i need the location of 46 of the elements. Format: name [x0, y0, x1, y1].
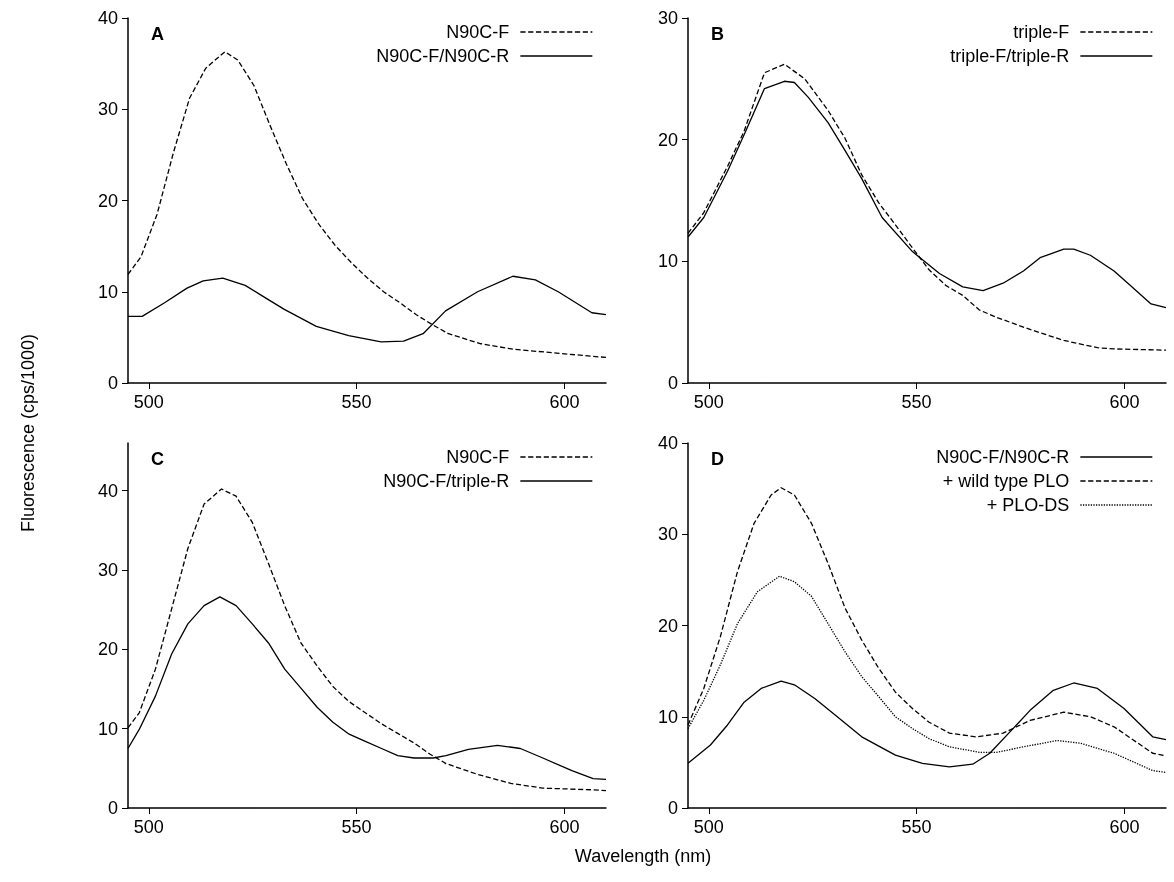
- y-tick-label: 0: [107, 373, 118, 393]
- y-axis-title: Fluorescence (cps/1000): [18, 333, 39, 533]
- y-tick-label: 40: [657, 433, 678, 453]
- x-tick-label: 500: [133, 817, 164, 837]
- legend-label: N90C-F/N90C-R: [936, 447, 1070, 467]
- x-tick-label: 600: [549, 392, 580, 412]
- y-tick-label: 30: [657, 8, 678, 28]
- x-tick-label: 600: [1109, 392, 1140, 412]
- x-tick-label: 550: [901, 392, 932, 412]
- x-axis-title: Wavelength (nm): [574, 846, 712, 867]
- y-tick-label: 20: [657, 129, 678, 150]
- legend-label: N90C-F/N90C-R: [376, 46, 510, 66]
- y-tick-label: 0: [667, 373, 678, 393]
- y-tick-label: 20: [97, 190, 118, 211]
- y-tick-label: 0: [667, 798, 678, 818]
- y-tick-label: 10: [97, 281, 118, 302]
- y-tick-label: 30: [657, 524, 678, 545]
- y-tick-label: 0: [107, 798, 118, 818]
- x-tick-label: 500: [133, 392, 164, 412]
- y-tick-label: 20: [657, 615, 678, 636]
- legend-label: + PLO-DS: [986, 495, 1070, 515]
- y-tick-label: 40: [97, 8, 118, 28]
- legend-label: triple-F/triple-R: [950, 46, 1070, 66]
- legend-label: N90C-F: [446, 447, 510, 467]
- legend-label: N90C-F: [446, 22, 510, 42]
- x-tick-label: 600: [549, 817, 580, 837]
- x-tick-label: 550: [901, 817, 932, 837]
- x-tick-label: 550: [341, 817, 372, 837]
- x-tick-label: 550: [341, 392, 372, 412]
- legend-label: N90C-F/triple-R: [383, 471, 510, 491]
- y-tick-label: 30: [97, 99, 118, 120]
- x-tick-label: 500: [693, 392, 724, 412]
- chart-title: A: [151, 24, 164, 44]
- y-tick-label: 10: [657, 706, 678, 727]
- x-tick-label: 500: [693, 817, 724, 837]
- y-tick-label: 10: [97, 718, 118, 739]
- chart-title: C: [151, 449, 164, 469]
- y-tick-label: 10: [657, 251, 678, 272]
- x-tick-label: 600: [1109, 817, 1140, 837]
- y-tick-label: 30: [97, 559, 118, 580]
- chart-title: D: [711, 449, 724, 469]
- legend-label: + wild type PLO: [942, 471, 1070, 491]
- chart-title: B: [711, 24, 724, 44]
- y-tick-label: 40: [97, 480, 118, 501]
- y-tick-label: 20: [97, 639, 118, 660]
- legend-label: triple-F: [1013, 22, 1070, 42]
